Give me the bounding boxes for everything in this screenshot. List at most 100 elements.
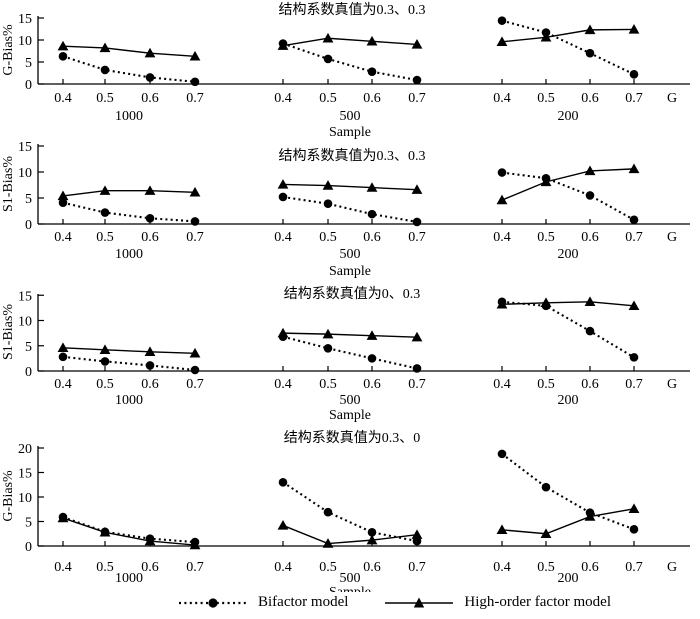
x-tick-label: 0.5: [537, 91, 555, 106]
x-tick-label: 0.4: [54, 560, 72, 575]
sample-axis-label: Sample: [329, 125, 371, 140]
high-order-marker: [496, 194, 508, 205]
sample-axis-label: Sample: [329, 408, 371, 423]
x-tick-label: 0.6: [363, 91, 381, 106]
high-order-marker: [540, 176, 552, 187]
bifactor-marker: [323, 343, 333, 353]
bifactor-marker: [100, 208, 110, 217]
bifactor-marker: [541, 482, 551, 492]
high-order-series-line: [501, 168, 635, 201]
bifactor-marker: [190, 365, 200, 375]
bifactor-marker: [100, 357, 110, 366]
high-order-marker: [189, 539, 201, 550]
row-title: 结构系数真值为0.3、0: [284, 430, 421, 446]
high-order-marker: [99, 42, 111, 53]
sample-size-label: 1000: [115, 393, 143, 408]
high-order-series-line: [282, 37, 418, 47]
x-tick-label: 0.7: [625, 560, 643, 575]
x-tick-label: 0.6: [581, 230, 599, 245]
bifactor-marker: [145, 213, 155, 223]
high-order-marker: [628, 24, 640, 34]
legend-label-high-order: High-order factor model: [464, 594, 611, 610]
bifactor-marker: [585, 191, 595, 200]
high-order-marker: [144, 47, 156, 58]
high-order-marker: [411, 39, 423, 49]
y-tick-label: 5: [25, 340, 32, 355]
x-tick-label: 0.5: [319, 230, 337, 245]
high-order-marker: [57, 342, 69, 352]
sample-axis-label: Sample: [329, 585, 371, 592]
bifactor-marker: [190, 77, 200, 87]
x-tick-label: 0.5: [96, 91, 114, 106]
bifactor-marker: [367, 209, 377, 219]
x-tick-label: 0.7: [408, 560, 426, 575]
high-order-series-line: [501, 301, 635, 307]
bifactor-series-line: [62, 516, 196, 544]
x-tick-label: 0.4: [274, 377, 292, 392]
sample-size-label: 200: [558, 393, 579, 408]
bifactor-series-line: [62, 355, 196, 372]
high-order-marker: [366, 330, 378, 340]
bifactor-marker: [58, 198, 68, 207]
high-order-series-line: [62, 45, 196, 57]
high-order-marker: [322, 538, 334, 548]
high-order-marker: [57, 512, 69, 523]
high-order-marker: [322, 180, 334, 190]
y-tick-label: 5: [25, 56, 32, 71]
g-axis-label: G: [667, 91, 677, 106]
x-tick-label: 0.4: [274, 91, 292, 106]
sample-axis-label: Sample: [329, 264, 371, 279]
high-order-marker: [99, 526, 111, 537]
y-tick-label: 15: [18, 467, 32, 482]
high-order-series-line: [62, 347, 196, 355]
x-tick-label: 0.7: [186, 560, 204, 575]
x-tick-label: 0.7: [408, 377, 426, 392]
high-order-solid-line-icon: [385, 597, 454, 607]
bifactor-marker: [190, 217, 200, 226]
y-axis-label: G-Bias%: [1, 24, 16, 76]
sample-size-label: 500: [340, 247, 361, 262]
x-tick-label: 0.6: [581, 91, 599, 106]
x-tick-label: 0.6: [581, 560, 599, 575]
y-tick-label: 10: [18, 491, 32, 506]
bifactor-marker: [497, 449, 507, 459]
bifactor-marker: [58, 51, 68, 61]
high-order-series-line: [282, 183, 418, 191]
legend: Bifactor model High-order factor model: [178, 594, 611, 611]
bifactor-series-line: [282, 42, 418, 82]
y-tick-label: 0: [25, 218, 32, 233]
x-tick-label: 0.5: [96, 377, 114, 392]
high-order-marker: [411, 331, 423, 342]
bifactor-marker: [412, 217, 422, 227]
high-order-marker: [496, 36, 508, 46]
x-tick-label: 0.6: [141, 230, 159, 245]
high-order-marker: [277, 40, 289, 50]
bifactor-marker: [412, 364, 422, 373]
x-tick-label: 0.5: [537, 560, 555, 575]
bias-line-charts: 0 5 10 15 结构系数真值为0.3、0.3 G-Bias% G Sample 0.4 0.5…: [1, 2, 690, 592]
high-order-marker: [628, 163, 640, 174]
y-axis-label: S1-Bias%: [1, 156, 16, 212]
sample-size-label: 1000: [115, 247, 143, 262]
high-order-marker: [496, 298, 508, 309]
high-order-marker: [189, 186, 201, 197]
y-tick-label: 15: [18, 12, 32, 27]
y-axis-label: G-Bias%: [1, 470, 16, 522]
x-tick-label: 0.4: [493, 560, 511, 575]
bifactor-series-line: [282, 335, 418, 370]
x-tick-label: 0.4: [493, 230, 511, 245]
x-tick-label: 0.5: [319, 91, 337, 106]
high-order-marker: [144, 535, 156, 546]
high-order-marker: [277, 327, 289, 338]
bifactor-marker: [412, 536, 422, 546]
high-order-marker: [366, 35, 378, 46]
legend-label-bifactor: Bifactor model: [258, 594, 349, 610]
x-tick-label: 0.4: [493, 91, 511, 106]
y-tick-label: 5: [25, 192, 32, 207]
high-order-marker: [277, 179, 289, 189]
bifactor-marker: [585, 326, 595, 336]
high-order-series-line: [282, 332, 418, 338]
bifactor-series-line: [501, 300, 635, 359]
bifactor-series-line: [62, 201, 196, 223]
sample-size-label: 1000: [115, 571, 143, 586]
